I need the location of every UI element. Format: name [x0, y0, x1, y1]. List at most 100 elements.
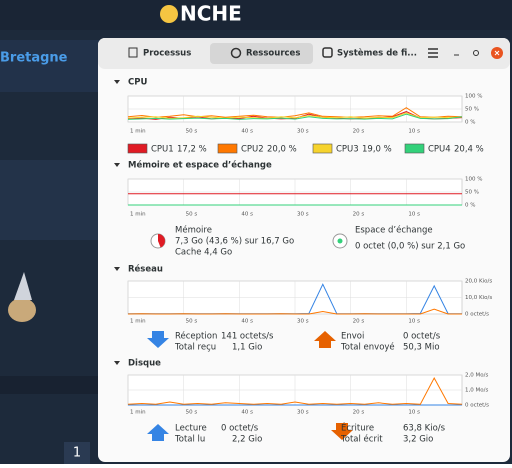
close-icon: [494, 50, 500, 56]
section-arrow: [114, 361, 120, 365]
x-tick-label: 40 s: [241, 212, 253, 218]
legend-value: 19,0 %: [362, 145, 392, 155]
x-tick-label: 20 s: [353, 319, 365, 325]
send-icon: [314, 331, 336, 348]
memory-usage: 7,3 Go (43,6 %) sur 16,7 Go: [175, 237, 294, 247]
y-tick-label: 100 %: [465, 94, 482, 100]
y-tick-label: 0 %: [465, 203, 475, 209]
section-arrow: [114, 163, 120, 167]
x-tick-label: 10 s: [408, 129, 420, 135]
forum-name: Bretagne: [0, 51, 68, 66]
y-tick-label: 1,0 Mo/s: [465, 388, 488, 394]
page-number[interactable]: 1: [73, 446, 81, 461]
stat-label: Total reçu: [174, 343, 216, 353]
y-tick-label: 0 octet/s: [465, 403, 489, 409]
x-tick-label: 1 min: [130, 319, 146, 325]
x-tick-label: 1 min: [130, 212, 146, 218]
stat-label: Envoi: [341, 332, 364, 342]
x-tick-label: 10 s: [408, 319, 420, 325]
legend-name: CPU2: [241, 145, 264, 155]
site-topbar: [0, 0, 512, 30]
y-tick-label: 100 %: [465, 177, 482, 183]
legend-value: 20,0 %: [267, 145, 297, 155]
x-tick-label: 20 s: [353, 129, 365, 135]
memory-cache: Cache 4,4 Go: [175, 248, 232, 258]
swap-label: Espace d’échange: [355, 225, 433, 236]
swap-usage: 0 octet (0,0 %) sur 2,1 Go: [355, 242, 465, 252]
x-tick-label: 40 s: [241, 410, 253, 416]
stat-value: 50,3 Mio: [403, 343, 440, 353]
tab[interactable]: Systèmes de fi...: [337, 48, 417, 59]
y-tick-label: 0 octet/s: [465, 312, 489, 318]
x-tick-label: 1 min: [130, 129, 146, 135]
avatar-hat: [14, 272, 32, 300]
x-tick-label: 20 s: [353, 212, 365, 218]
stat-label: Total lu: [174, 435, 205, 445]
forum-panel: [0, 40, 100, 92]
read-icon: [147, 424, 169, 441]
tab[interactable]: Ressources: [246, 49, 300, 59]
page-button[interactable]: [64, 442, 90, 464]
legend-swatch: [217, 143, 238, 154]
series-line: [127, 308, 462, 315]
maximize-button[interactable]: [473, 50, 479, 56]
y-tick-label: 20,0 Kio/s: [465, 279, 492, 285]
stat-value: 63,8 Kio/s: [403, 424, 446, 434]
x-tick-label: 1 min: [130, 410, 146, 416]
legend-name: CPU3: [336, 145, 359, 155]
x-tick-label: 30 s: [297, 319, 309, 325]
section-arrow: [114, 267, 120, 271]
receive-icon: [147, 331, 169, 348]
legend-swatch: [404, 143, 425, 154]
logo: NCHE: [180, 2, 242, 26]
memory-label: Mémoire: [175, 225, 212, 236]
x-tick-label: 30 s: [297, 410, 309, 416]
tab-icon: [128, 47, 138, 58]
avatar: [8, 298, 36, 322]
legend-swatch: [312, 143, 333, 154]
y-tick-label: 0 %: [465, 120, 475, 126]
series-line: [127, 376, 463, 405]
legend-swatch: [127, 143, 148, 154]
stat-label: Réception: [175, 331, 217, 342]
footer-band: [0, 376, 100, 394]
write-icon: [331, 423, 353, 440]
x-tick-label: 50 s: [186, 410, 198, 416]
x-tick-label: 40 s: [241, 129, 253, 135]
tab-icon: [230, 47, 242, 59]
x-tick-label: 20 s: [353, 410, 365, 416]
y-tick-label: 50 %: [465, 107, 479, 113]
legend-value: 17,2 %: [177, 145, 207, 155]
section-title: CPU: [128, 78, 147, 88]
series-line: [127, 112, 463, 119]
stat-value: 3,2 Gio: [403, 435, 433, 445]
x-tick-label: 40 s: [241, 319, 253, 325]
y-tick-label: 50 %: [465, 190, 479, 196]
legend-name: CPU4: [428, 145, 451, 155]
post-panel: [0, 160, 100, 240]
x-tick-label: 10 s: [408, 212, 420, 218]
menu-button[interactable]: [428, 48, 438, 58]
stat-value: 141 octets/s: [221, 332, 274, 342]
y-tick-label: 10,0 Kio/s: [465, 295, 492, 301]
x-tick-label: 50 s: [186, 129, 198, 135]
section-arrow: [114, 80, 120, 84]
swap-icon-dot: [337, 238, 343, 244]
stat-value: 2,2 Gio: [232, 435, 262, 445]
stat-value: 0 octet/s: [221, 424, 259, 434]
x-tick-label: 30 s: [297, 129, 309, 135]
tab[interactable]: Processus: [143, 49, 191, 59]
legend-name: CPU1: [151, 145, 174, 155]
stat-label: Écriture: [341, 422, 374, 434]
section-title: Disque: [128, 359, 161, 369]
x-tick-label: 50 s: [186, 319, 198, 325]
section-title: Mémoire et espace d’échange: [128, 160, 272, 171]
y-tick-label: 2,0 Mo/s: [465, 373, 488, 379]
x-tick-label: 10 s: [408, 410, 420, 416]
stat-label: Lecture: [175, 424, 207, 434]
stat-value: 0 octet/s: [403, 332, 441, 342]
stat-label: Total envoyé: [340, 342, 395, 353]
x-tick-label: 30 s: [297, 212, 309, 218]
x-tick-label: 50 s: [186, 212, 198, 218]
